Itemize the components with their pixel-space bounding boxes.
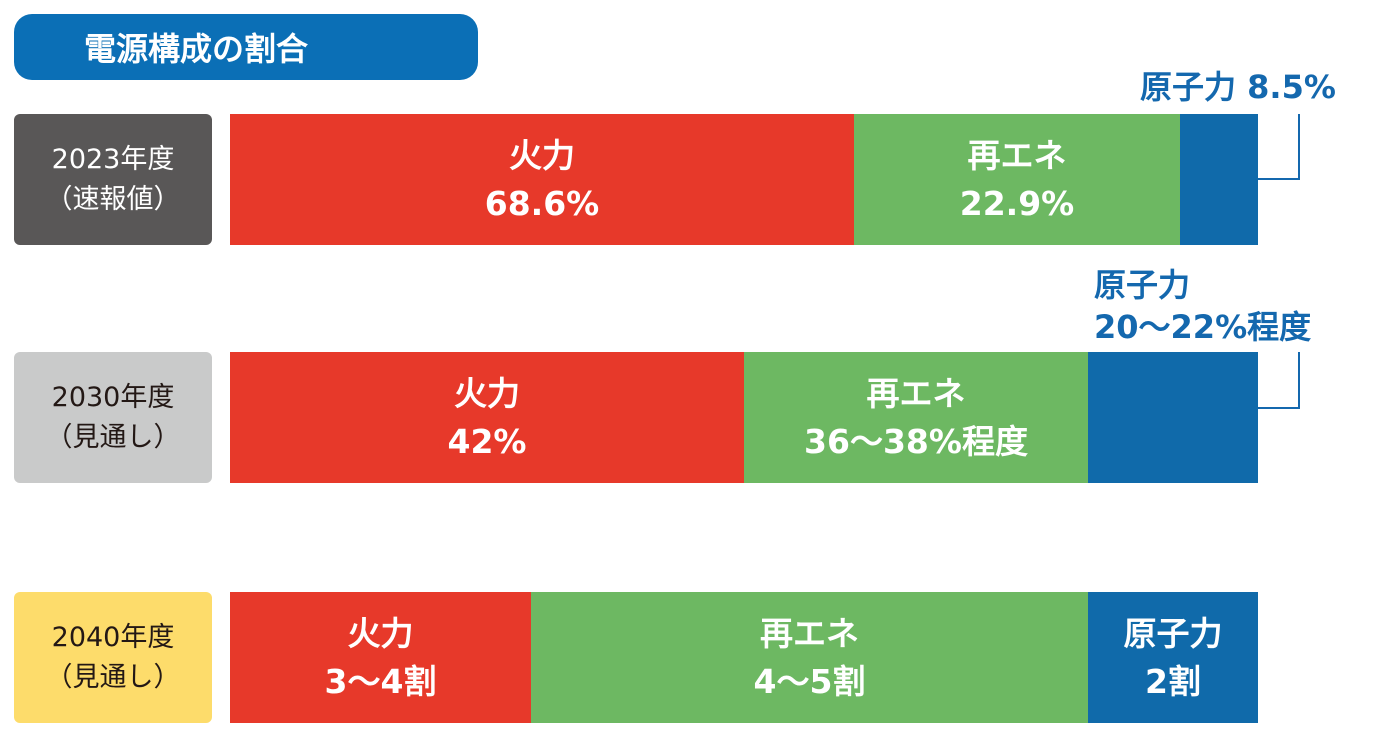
segment-share: 36〜38%程度: [804, 421, 1028, 461]
segment: 火力 42%: [230, 352, 744, 483]
segment-name: 火力: [347, 613, 414, 653]
title: 電源構成の割合: [14, 14, 478, 80]
leader-line: [1258, 407, 1300, 409]
segment: [1088, 352, 1258, 483]
segment-name: 火力: [454, 373, 520, 413]
segment-name: 再エネ: [866, 373, 966, 413]
year: 2030年度: [51, 381, 175, 413]
year: 2040年度: [51, 621, 175, 653]
segment: 原子力 2割: [1088, 592, 1258, 723]
segment-name: 再エネ: [760, 613, 859, 653]
segment: [1180, 114, 1258, 245]
segment-share: 42%: [447, 421, 527, 461]
row-label: 2030年度 （見通し）: [14, 352, 212, 483]
segment-share: 3〜4割: [324, 661, 437, 701]
leader-line: [1298, 352, 1300, 409]
note: （速報値）: [45, 183, 181, 215]
callout: 原子力 20〜22%程度: [1094, 264, 1311, 348]
segment: 再エネ 22.9%: [854, 114, 1180, 245]
segment-name: 原子力: [1140, 68, 1237, 106]
leader-line: [1298, 114, 1300, 180]
segment-share: 2割: [1145, 661, 1201, 701]
row-label: 2040年度 （見通し）: [14, 592, 212, 723]
segment: 再エネ 36〜38%程度: [744, 352, 1088, 483]
segment-name: 火力: [509, 135, 575, 175]
callout: 原子力 8.5%: [1140, 66, 1336, 108]
note: （見通し）: [45, 661, 181, 693]
segment: 火力 68.6%: [230, 114, 854, 245]
segment-name: 再エネ: [967, 135, 1067, 175]
segment: 火力 3〜4割: [230, 592, 531, 723]
segment-share: 22.9%: [959, 183, 1075, 223]
segment: 再エネ 4〜5割: [531, 592, 1088, 723]
segment-share: 4〜5割: [753, 661, 866, 701]
segment-name: 原子力: [1123, 613, 1223, 653]
year: 2023年度: [51, 143, 175, 175]
segment-share: 8.5%: [1247, 68, 1336, 106]
segment-share: 20〜22%程度: [1094, 308, 1312, 346]
segment-share: 68.6%: [484, 183, 600, 223]
segment-name: 原子力: [1094, 266, 1191, 304]
leader-line: [1258, 178, 1300, 180]
note: （見通し）: [45, 421, 181, 453]
row-label: 2023年度 （速報値）: [14, 114, 212, 245]
